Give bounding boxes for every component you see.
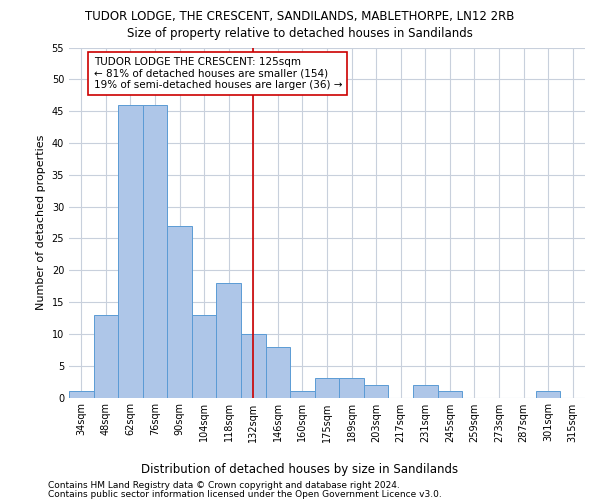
Bar [217, 283, 241, 398]
Bar [437, 391, 462, 398]
Text: Contains public sector information licensed under the Open Government Licence v3: Contains public sector information licen… [48, 490, 442, 499]
Bar [241, 334, 266, 398]
Bar [69, 391, 94, 398]
Bar [536, 391, 560, 398]
Bar [266, 346, 290, 398]
Text: TUDOR LODGE THE CRESCENT: 125sqm
← 81% of detached houses are smaller (154)
19% : TUDOR LODGE THE CRESCENT: 125sqm ← 81% o… [94, 57, 342, 90]
Bar [192, 315, 217, 398]
Bar [364, 385, 388, 398]
Bar [94, 315, 118, 398]
Y-axis label: Number of detached properties: Number of detached properties [36, 135, 46, 310]
Bar [315, 378, 339, 398]
Bar [167, 226, 192, 398]
Bar [290, 391, 315, 398]
Text: Size of property relative to detached houses in Sandilands: Size of property relative to detached ho… [127, 28, 473, 40]
Bar [143, 105, 167, 398]
Bar [339, 378, 364, 398]
Bar [118, 105, 143, 398]
Text: Distribution of detached houses by size in Sandilands: Distribution of detached houses by size … [142, 462, 458, 475]
Bar [413, 385, 437, 398]
Text: Contains HM Land Registry data © Crown copyright and database right 2024.: Contains HM Land Registry data © Crown c… [48, 481, 400, 490]
Text: TUDOR LODGE, THE CRESCENT, SANDILANDS, MABLETHORPE, LN12 2RB: TUDOR LODGE, THE CRESCENT, SANDILANDS, M… [85, 10, 515, 23]
